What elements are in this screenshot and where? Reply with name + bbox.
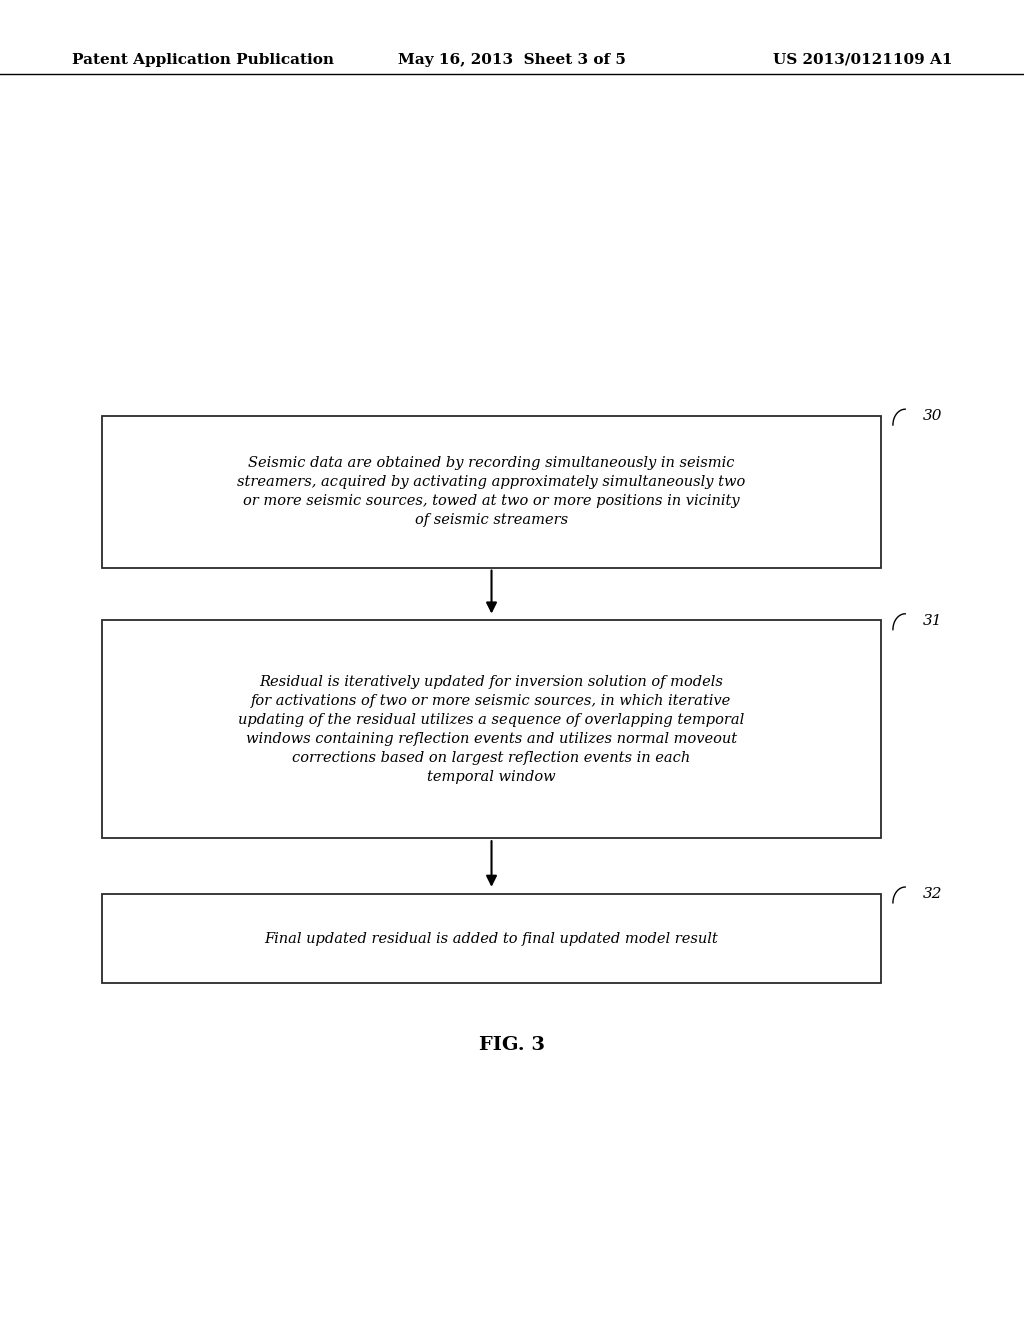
Bar [102,416,881,568]
Text: Final updated residual is added to final updated model result: Final updated residual is added to final… [264,932,719,945]
Bar [102,894,881,983]
Text: FIG. 3: FIG. 3 [479,1036,545,1055]
Text: Residual is iteratively updated for inversion solution of models
for activations: Residual is iteratively updated for inve… [239,675,744,784]
Text: 30: 30 [923,409,942,424]
Text: Seismic data are obtained by recording simultaneously in seismic
streamers, acqu: Seismic data are obtained by recording s… [238,457,745,527]
Text: US 2013/0121109 A1: US 2013/0121109 A1 [773,53,952,67]
Text: Patent Application Publication: Patent Application Publication [72,53,334,67]
Text: 31: 31 [923,614,942,628]
Text: 32: 32 [923,887,942,902]
Text: May 16, 2013  Sheet 3 of 5: May 16, 2013 Sheet 3 of 5 [398,53,626,67]
Bar [102,620,881,838]
